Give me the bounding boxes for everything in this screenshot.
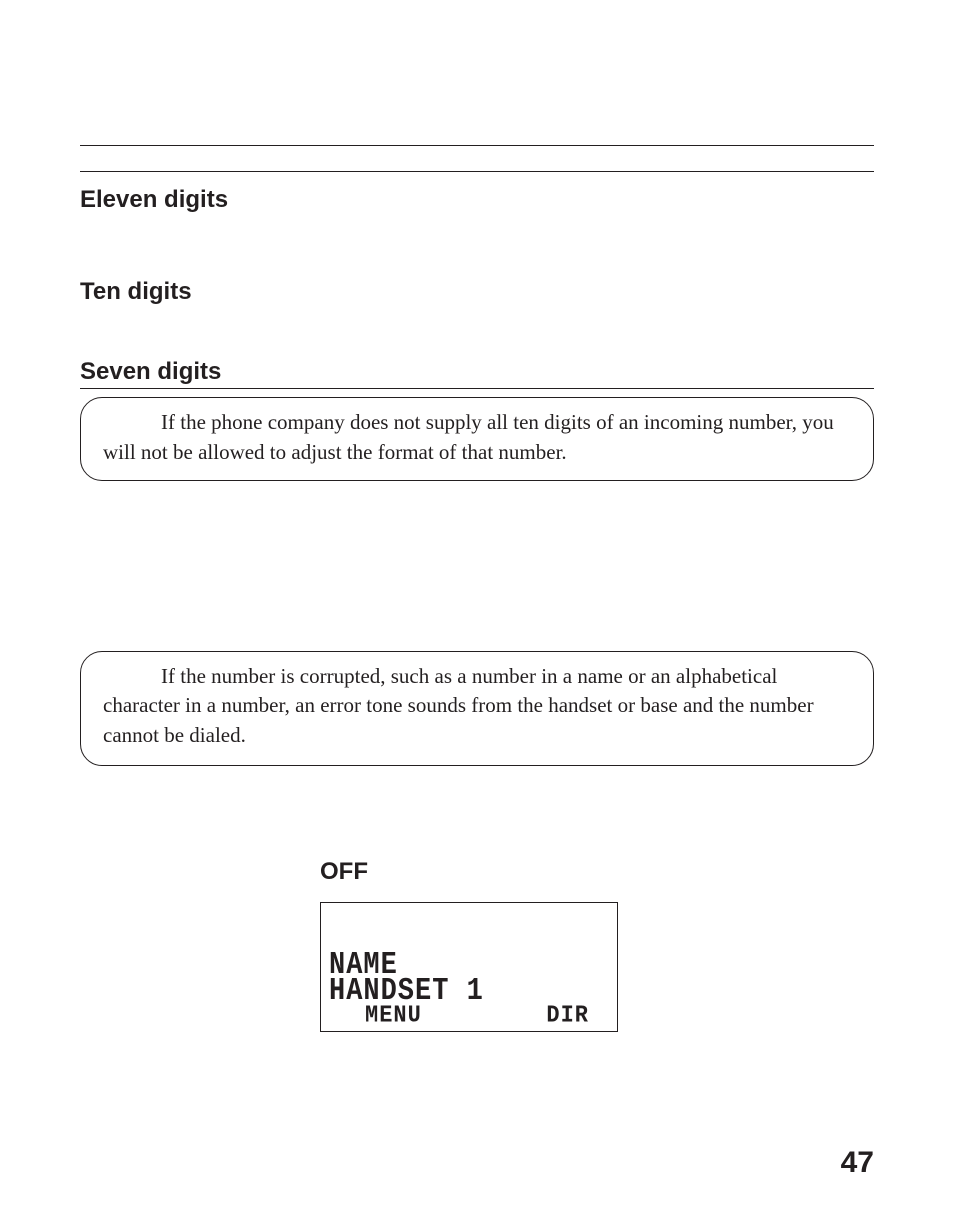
horizontal-rule [80,388,874,389]
lcd-dir-label: DIR [546,1002,589,1030]
horizontal-rule [80,171,874,172]
note-box-1: If the phone company does not supply all… [80,397,874,481]
page-number: 47 [841,1146,874,1180]
lcd-menu-label: MENU [365,1002,422,1030]
off-label: OFF [320,858,874,886]
note-box-2: If the number is corrupted, such as a nu… [80,651,874,766]
note-text-1: If the phone company does not supply all… [103,408,851,468]
heading-seven-digits: Seven digits [80,358,874,386]
note-text-2: If the number is corrupted, such as a nu… [103,662,851,751]
lcd-display: NAME HANDSET 1 MENU DIR [320,902,618,1032]
horizontal-rule [80,145,874,146]
heading-eleven-digits: Eleven digits [80,186,874,214]
heading-ten-digits: Ten digits [80,278,874,306]
